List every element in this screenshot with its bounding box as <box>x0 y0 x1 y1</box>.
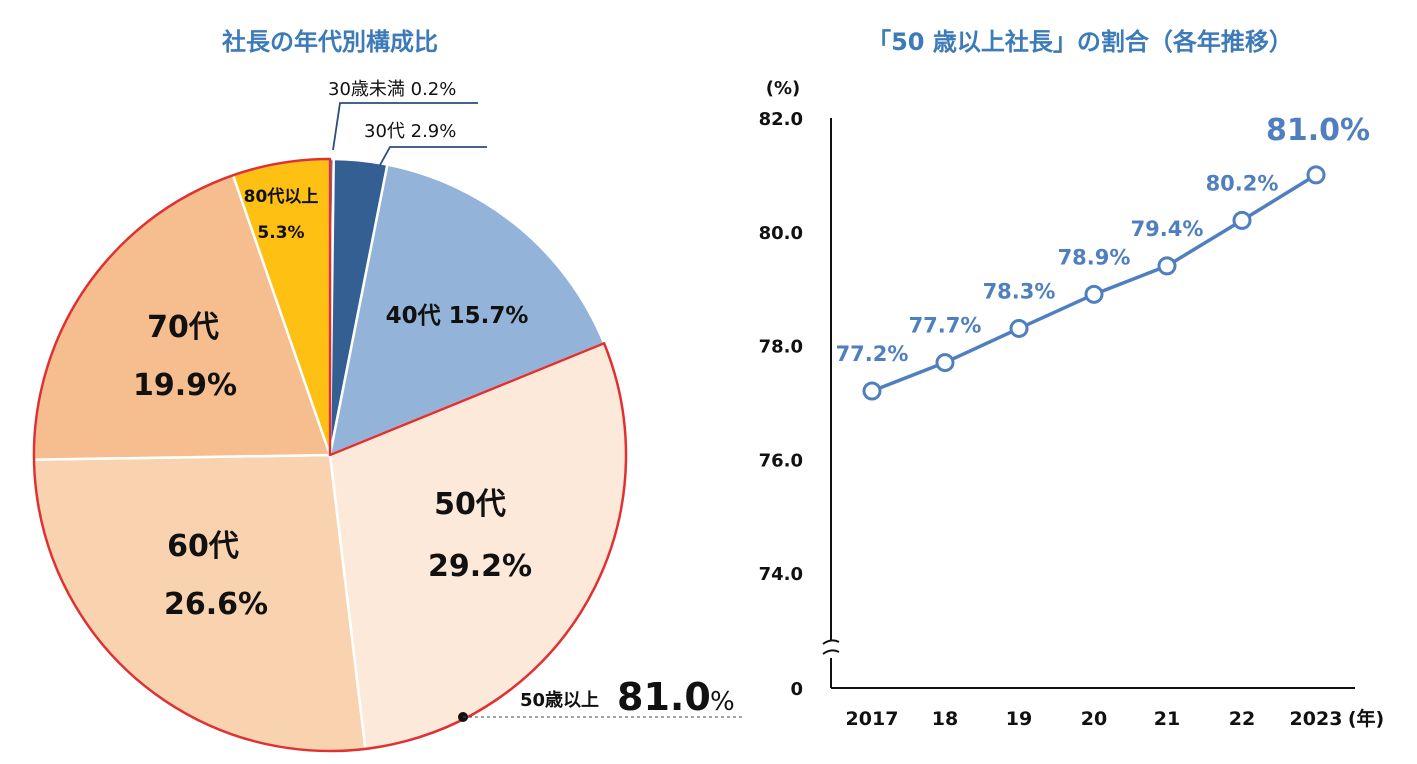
pie-highlight-outline <box>32 157 628 753</box>
y-tick-label: 78.0 <box>759 337 803 358</box>
callout-label-30s: 30代 2.9% <box>364 121 456 142</box>
slice-value-80s: 5.3% <box>257 223 304 243</box>
data-label: 78.3% <box>983 279 1056 303</box>
y-tick-label: 74.0 <box>759 564 803 585</box>
slice-value-70s: 19.9% <box>133 368 237 403</box>
x-tick-label: 2023 <box>1290 708 1343 730</box>
x-tick-label: 22 <box>1229 708 1255 730</box>
data-point <box>862 381 882 401</box>
y-tick-label: 76.0 <box>759 450 803 471</box>
slice-label-40s: 40代 15.7% <box>386 303 529 329</box>
y-tick-label: 80.0 <box>759 223 803 244</box>
line-chart: 0 74.0 76.0 78.0 80.0 82.0 (%) 2017 18 19 20 21 22 20… <box>759 78 1385 730</box>
data-point <box>1084 284 1104 304</box>
axis-break-mark <box>822 639 840 655</box>
x-tick-label: 19 <box>1006 708 1032 730</box>
highlight-value: 81.0 <box>617 675 711 719</box>
y-tick-label: 0 <box>790 679 803 700</box>
data-point <box>1009 318 1029 338</box>
pie-slice-2 <box>328 163 606 458</box>
line-chart-title: 「50 歳以上社長」の割合（各年推移） <box>867 28 1293 56</box>
y-axis-unit: (%) <box>766 78 801 99</box>
callout-line-30s <box>379 146 487 166</box>
callout-label-under30: 30歳未満 0.2% <box>328 79 456 100</box>
data-point <box>1306 165 1326 185</box>
x-tick-label: 2017 <box>846 708 899 730</box>
slice-value-60s: 26.6% <box>164 587 268 622</box>
y-tick-label: 82.0 <box>759 109 803 130</box>
highlight-unit: % <box>710 687 735 717</box>
slice-label-70s: 70代 <box>147 310 219 345</box>
x-tick-label: 18 <box>932 708 958 730</box>
data-label: 79.4% <box>1131 217 1204 241</box>
highlight-label: 50歳以上 <box>520 690 599 711</box>
slice-value-50s: 29.2% <box>428 549 532 584</box>
x-axis-unit: (年) <box>1348 707 1384 730</box>
callout-line-under30 <box>332 102 478 151</box>
data-point <box>935 353 955 373</box>
data-label: 81.0% <box>1266 113 1370 148</box>
pie-chart-title: 社長の年代別構成比 <box>222 28 438 56</box>
data-point <box>1157 256 1177 276</box>
data-label: 77.2% <box>836 342 909 366</box>
data-label: 78.9% <box>1058 245 1131 269</box>
slice-label-50s: 50代 <box>434 487 506 522</box>
slice-label-60s: 60代 <box>167 529 239 564</box>
x-tick-label: 20 <box>1081 708 1107 730</box>
slice-label-80s: 80代以上 <box>244 186 319 207</box>
data-label: 80.2% <box>1206 171 1279 195</box>
x-tick-label: 21 <box>1154 708 1180 730</box>
data-label: 77.7% <box>909 314 982 338</box>
data-point <box>1232 210 1252 230</box>
pie-chart: 40代 15.7% 50代 29.2% 60代 26.6% 70代 19.9% 80代以上 5.… <box>32 79 742 753</box>
